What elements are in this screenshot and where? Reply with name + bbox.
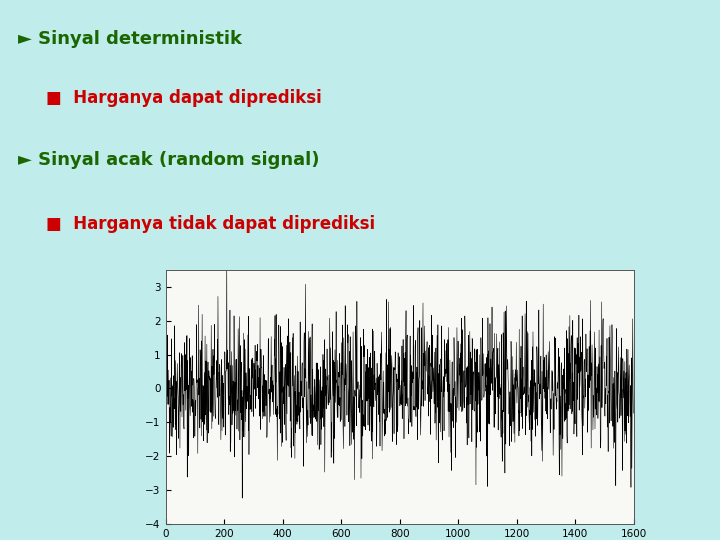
Text: ■  Harganya tidak dapat diprediksi: ■ Harganya tidak dapat diprediksi [45,215,374,233]
Text: ■  Harganya dapat diprediksi: ■ Harganya dapat diprediksi [45,89,321,106]
Text: ► Sinyal deterministik: ► Sinyal deterministik [18,30,242,48]
Text: ► Sinyal acak (random signal): ► Sinyal acak (random signal) [18,151,319,169]
